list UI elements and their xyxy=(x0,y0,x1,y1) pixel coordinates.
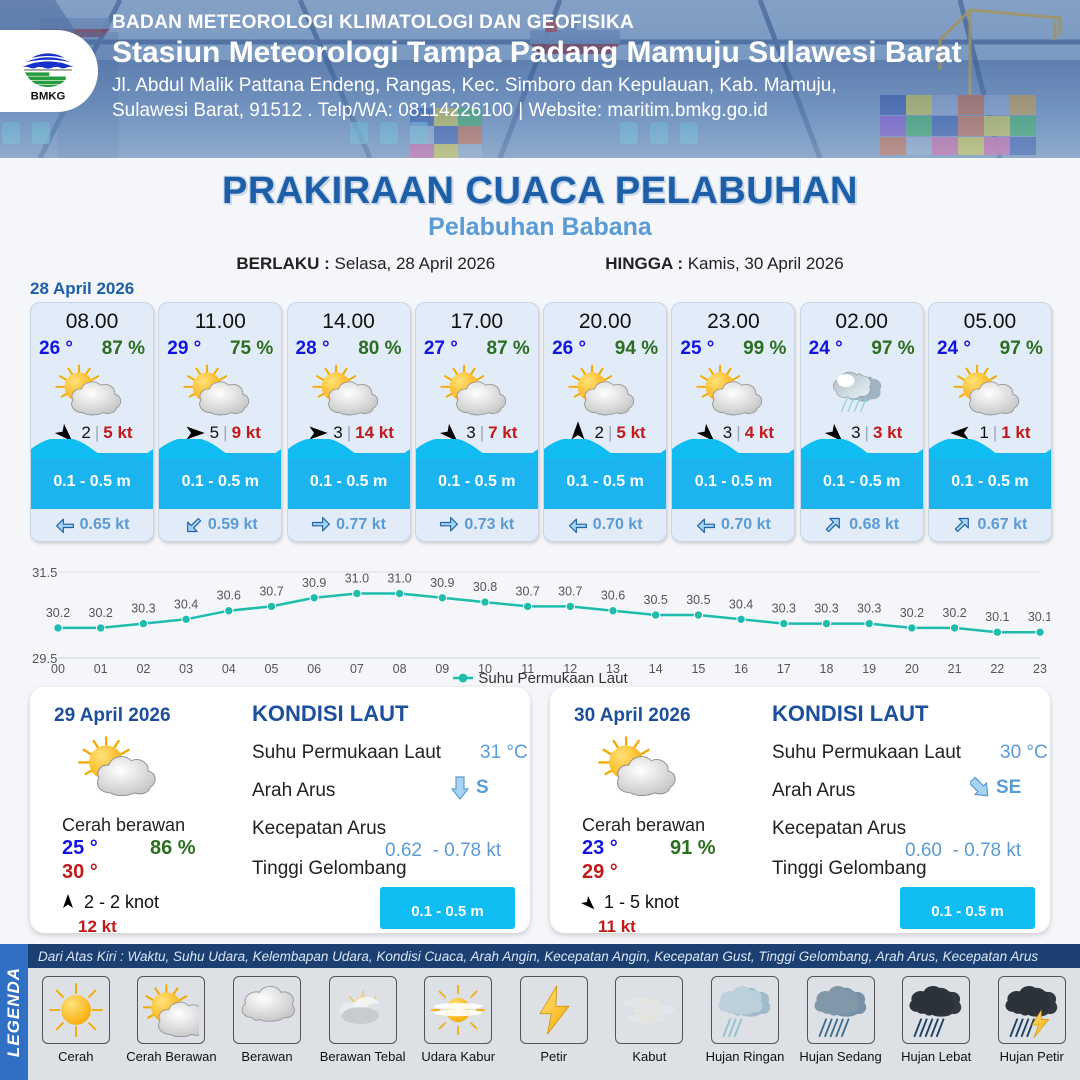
svg-text:30.6: 30.6 xyxy=(217,589,241,603)
svg-text:31.0: 31.0 xyxy=(345,572,369,586)
svg-text:30.3: 30.3 xyxy=(772,602,796,616)
svg-text:30.1: 30.1 xyxy=(985,610,1009,624)
svg-text:30.4: 30.4 xyxy=(729,597,753,611)
svg-text:30.5: 30.5 xyxy=(686,593,710,607)
svg-text:30.3: 30.3 xyxy=(857,602,881,616)
svg-text:30.4: 30.4 xyxy=(174,597,198,611)
svg-text:30.6: 30.6 xyxy=(601,589,625,603)
svg-text:30.2: 30.2 xyxy=(89,606,113,620)
svg-text:30.9: 30.9 xyxy=(430,576,454,590)
svg-text:30.3: 30.3 xyxy=(131,602,155,616)
svg-text:30.9: 30.9 xyxy=(302,576,326,590)
svg-text:30.7: 30.7 xyxy=(259,584,283,598)
svg-text:30.2: 30.2 xyxy=(900,606,924,620)
svg-text:31.5: 31.5 xyxy=(32,565,57,580)
svg-text:30.7: 30.7 xyxy=(516,584,540,598)
svg-text:30.2: 30.2 xyxy=(942,606,966,620)
svg-text:30.8: 30.8 xyxy=(473,580,497,594)
svg-text:30.2: 30.2 xyxy=(46,606,70,620)
svg-text:30.7: 30.7 xyxy=(558,584,582,598)
svg-text:30.1: 30.1 xyxy=(1028,610,1050,624)
svg-text:BMKG: BMKG xyxy=(31,91,66,103)
svg-text:30.5: 30.5 xyxy=(644,593,668,607)
svg-text:30.3: 30.3 xyxy=(814,602,838,616)
svg-text:31.0: 31.0 xyxy=(387,572,411,586)
